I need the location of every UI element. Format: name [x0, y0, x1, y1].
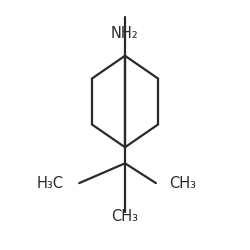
Text: H₃C: H₃C [36, 176, 63, 190]
Text: CH₃: CH₃ [170, 176, 196, 190]
Text: NH₂: NH₂ [111, 26, 139, 41]
Text: CH₃: CH₃ [112, 209, 138, 224]
